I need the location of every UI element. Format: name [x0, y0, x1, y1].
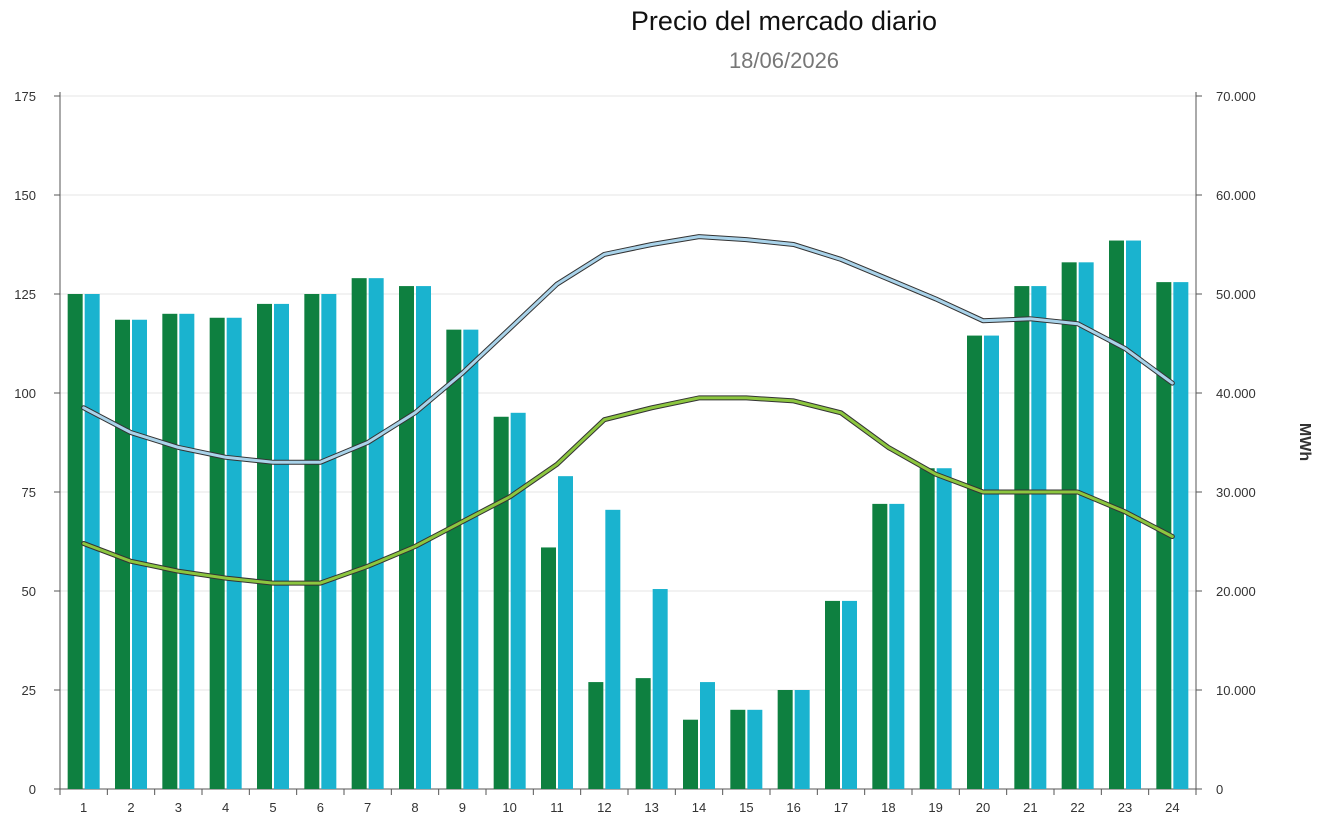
bar: [889, 503, 905, 789]
y-left-tick-label: 0: [29, 782, 36, 797]
bar: [936, 468, 952, 789]
line-series: [82, 235, 1174, 464]
y-right-tick-label: 30.000: [1216, 485, 1256, 500]
bar: [115, 319, 130, 789]
bar: [463, 329, 479, 789]
x-tick-label: 8: [411, 800, 418, 815]
bar: [825, 600, 840, 789]
bar: [226, 317, 242, 789]
y-left-tick-label: 75: [22, 485, 36, 500]
bar: [683, 719, 698, 789]
x-tick-label: 12: [597, 800, 611, 815]
x-tick-label: 22: [1070, 800, 1084, 815]
x-tick-label: 14: [692, 800, 706, 815]
chart-subtitle: 18/06/2026: [728, 48, 840, 73]
bar: [162, 313, 178, 789]
bar: [1078, 262, 1094, 789]
y-right-tick-label: 20.000: [1216, 584, 1256, 599]
bar: [179, 313, 195, 789]
y-right-tick-label: 70.000: [1216, 89, 1256, 104]
x-tick-label: 21: [1023, 800, 1037, 815]
bar: [984, 335, 999, 789]
bar: [209, 317, 225, 789]
bar: [1061, 262, 1077, 789]
y-right-tick-label: 0: [1216, 782, 1223, 797]
bar: [132, 319, 147, 789]
y-left-tick-label: 100: [14, 386, 36, 401]
x-tick-label: 4: [222, 800, 229, 815]
x-tick-label: 9: [459, 800, 466, 815]
bar: [967, 335, 982, 789]
bar: [368, 278, 384, 789]
y-left-tick-label: 175: [14, 89, 36, 104]
bar: [541, 547, 556, 789]
chart-title: Precio del mercado diario: [630, 6, 938, 36]
y-left-tick-label: 150: [14, 188, 36, 203]
x-tick-label: 3: [175, 800, 182, 815]
y-right-axis-label: MWh: [1296, 423, 1313, 461]
x-tick-label: 2: [127, 800, 134, 815]
y-left-tick-label: 125: [14, 287, 36, 302]
bar: [510, 412, 526, 789]
x-tick-label: 19: [928, 800, 942, 815]
bar: [274, 303, 289, 789]
x-tick-label: 13: [644, 800, 658, 815]
bar: [777, 690, 793, 789]
bar: [257, 303, 272, 789]
y-right-tick-label: 40.000: [1216, 386, 1256, 401]
bar: [1031, 286, 1047, 789]
x-tick-label: 23: [1118, 800, 1132, 815]
bar: [842, 600, 857, 789]
x-tick-label: 1: [80, 800, 87, 815]
bar: [446, 329, 462, 789]
line-series-outline: [81, 234, 1175, 465]
bar: [1109, 240, 1124, 790]
bar: [1156, 282, 1172, 789]
x-tick-label: 18: [881, 800, 895, 815]
y-right-tick-label: 50.000: [1216, 287, 1256, 302]
bar: [351, 278, 367, 789]
x-tick-label: 20: [976, 800, 990, 815]
bar: [1014, 286, 1030, 789]
y-left-tick-label: 25: [22, 683, 36, 698]
y-left-tick-label: 50: [22, 584, 36, 599]
x-tick-label: 16: [786, 800, 800, 815]
x-tick-label: 11: [550, 800, 564, 815]
x-tick-label: 5: [269, 800, 276, 815]
bar: [794, 690, 810, 789]
y-right-tick-label: 60.000: [1216, 188, 1256, 203]
bar: [919, 468, 935, 789]
bar: [399, 286, 414, 789]
bar: [588, 682, 604, 789]
bar: [321, 294, 337, 789]
x-tick-label: 15: [739, 800, 753, 815]
x-tick-label: 10: [502, 800, 516, 815]
bar: [304, 294, 320, 789]
bar: [493, 416, 509, 789]
x-tick-label: 24: [1165, 800, 1179, 815]
x-tick-label: 7: [364, 800, 371, 815]
bar: [652, 589, 668, 789]
bar: [558, 476, 573, 789]
bar: [635, 678, 651, 789]
bar: [67, 294, 83, 789]
line-series: [82, 396, 1174, 585]
bar: [872, 503, 888, 789]
bar: [700, 682, 715, 789]
bar: [747, 709, 763, 789]
y-right-tick-label: 10.000: [1216, 683, 1256, 698]
bar: [84, 294, 100, 789]
x-tick-label: 17: [834, 800, 848, 815]
bar: [605, 509, 621, 789]
bar: [730, 709, 746, 789]
x-tick-label: 6: [317, 800, 324, 815]
bar: [1173, 282, 1189, 789]
